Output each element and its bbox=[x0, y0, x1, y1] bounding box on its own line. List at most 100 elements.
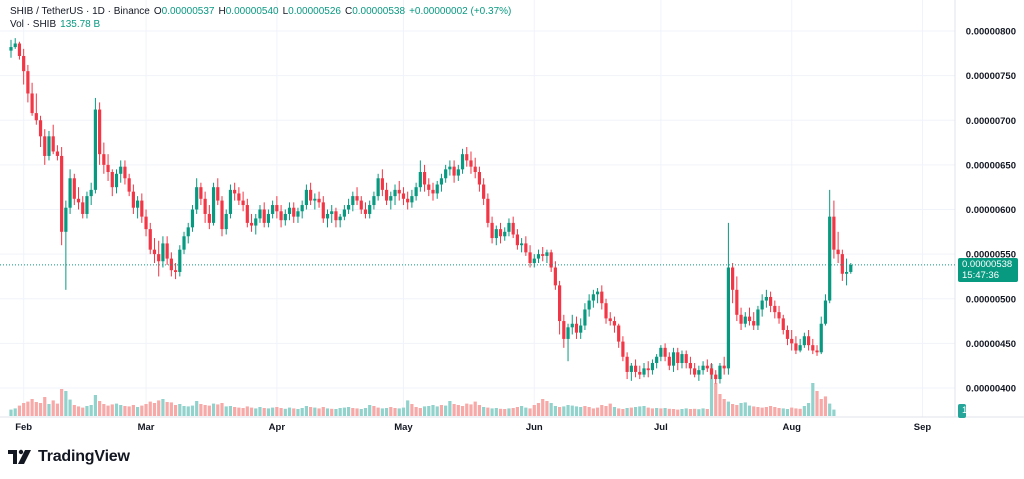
volume-bar bbox=[38, 403, 43, 416]
high-value: 0.00000540 bbox=[225, 6, 279, 17]
volume-bar bbox=[764, 407, 768, 416]
volume-bar bbox=[511, 408, 515, 416]
volume-bar bbox=[515, 407, 519, 416]
volume-bar bbox=[794, 408, 798, 416]
candle bbox=[22, 48, 26, 85]
candle bbox=[34, 93, 38, 125]
candle bbox=[769, 291, 773, 313]
volume-bar bbox=[528, 408, 532, 416]
volume-bar bbox=[524, 407, 528, 416]
volume-badge: 135.78B bbox=[958, 404, 997, 418]
volume-bar bbox=[549, 403, 553, 416]
volume-bar bbox=[321, 407, 325, 416]
candle bbox=[422, 164, 427, 192]
volume-bar bbox=[140, 405, 144, 416]
volume-bar bbox=[562, 406, 566, 416]
candle bbox=[617, 323, 621, 348]
candle bbox=[414, 182, 418, 201]
candle bbox=[186, 222, 190, 244]
volume-bar bbox=[325, 408, 330, 416]
high-label: H bbox=[218, 6, 226, 17]
candle bbox=[161, 236, 165, 268]
candle bbox=[731, 263, 735, 304]
candle bbox=[216, 178, 220, 206]
volume-bar bbox=[203, 405, 207, 416]
tradingview-logo[interactable]: TradingView bbox=[8, 448, 130, 466]
candle bbox=[38, 115, 43, 148]
candle bbox=[334, 207, 338, 228]
candle bbox=[233, 182, 237, 201]
volume-bar bbox=[617, 408, 621, 416]
time-tick-label: Mar bbox=[138, 422, 155, 433]
candle bbox=[849, 263, 853, 274]
candle bbox=[47, 130, 51, 161]
volume-bar bbox=[490, 408, 494, 416]
candle bbox=[106, 154, 110, 181]
volume-bar bbox=[131, 405, 135, 416]
legend-main-row: SHIB / TetherUS · 1D · Binance O 0.000005… bbox=[10, 5, 511, 18]
candle bbox=[195, 178, 199, 214]
volume-bar bbox=[802, 406, 806, 416]
volume-bar bbox=[368, 405, 372, 416]
volume-bar bbox=[735, 405, 739, 416]
volume-bar bbox=[127, 406, 131, 416]
volume-label[interactable]: Vol · SHIB bbox=[10, 19, 57, 30]
volume-bar bbox=[169, 402, 173, 416]
price-tick-label: 0.00000450 bbox=[966, 339, 1016, 350]
candle bbox=[376, 173, 380, 201]
volume-bar bbox=[633, 407, 638, 416]
candle bbox=[127, 173, 131, 197]
volume-bar bbox=[418, 408, 422, 416]
candle bbox=[684, 350, 688, 369]
volume-bar bbox=[612, 407, 617, 416]
candle bbox=[600, 285, 604, 310]
candle bbox=[228, 184, 233, 219]
candle bbox=[739, 307, 743, 330]
candle bbox=[676, 347, 680, 371]
volume-bar bbox=[823, 396, 828, 416]
time-axis[interactable]: Feb Mar Apr May Jun Jul Aug Sep bbox=[15, 422, 931, 433]
time-tick-label: May bbox=[394, 422, 413, 433]
volume-bar bbox=[629, 407, 633, 416]
candle bbox=[785, 325, 790, 346]
candle bbox=[650, 359, 655, 375]
candle bbox=[199, 182, 203, 206]
volume-bar bbox=[110, 404, 114, 416]
candle bbox=[321, 196, 325, 223]
volume-bar bbox=[532, 405, 536, 416]
volume-bar bbox=[486, 407, 490, 416]
symbol-label[interactable]: SHIB / TetherUS · 1D · Binance bbox=[10, 6, 150, 17]
candle bbox=[435, 180, 439, 199]
candle bbox=[384, 182, 389, 206]
candle bbox=[98, 102, 102, 165]
volume-bar bbox=[671, 409, 676, 416]
candle bbox=[148, 222, 152, 255]
candle bbox=[338, 213, 342, 228]
candle bbox=[296, 207, 300, 223]
candle bbox=[524, 236, 528, 256]
volume-bar bbox=[93, 395, 97, 416]
volume-bar bbox=[178, 404, 182, 416]
volume-bar bbox=[144, 404, 148, 416]
candle bbox=[43, 129, 47, 165]
candle bbox=[271, 200, 275, 219]
volume-bar bbox=[55, 403, 60, 416]
volume-bar bbox=[726, 401, 730, 416]
candle bbox=[503, 227, 507, 241]
candle bbox=[680, 350, 684, 369]
volume-bar bbox=[709, 364, 714, 416]
candle bbox=[693, 363, 697, 378]
volume-bar bbox=[317, 408, 321, 416]
last-price-badge: 0.00000538 15:47:36 bbox=[958, 258, 1018, 282]
price-axis[interactable]: 0.00000800 0.00000750 0.00000700 0.00000650… bbox=[966, 27, 1016, 395]
candle bbox=[655, 354, 659, 369]
candle bbox=[258, 205, 262, 223]
candle bbox=[756, 305, 760, 330]
candle bbox=[110, 169, 114, 197]
volume-bar bbox=[697, 409, 701, 416]
candle bbox=[566, 323, 570, 362]
volume-bar bbox=[372, 406, 376, 416]
volume-bar bbox=[98, 401, 102, 416]
volume-bar bbox=[245, 406, 249, 416]
